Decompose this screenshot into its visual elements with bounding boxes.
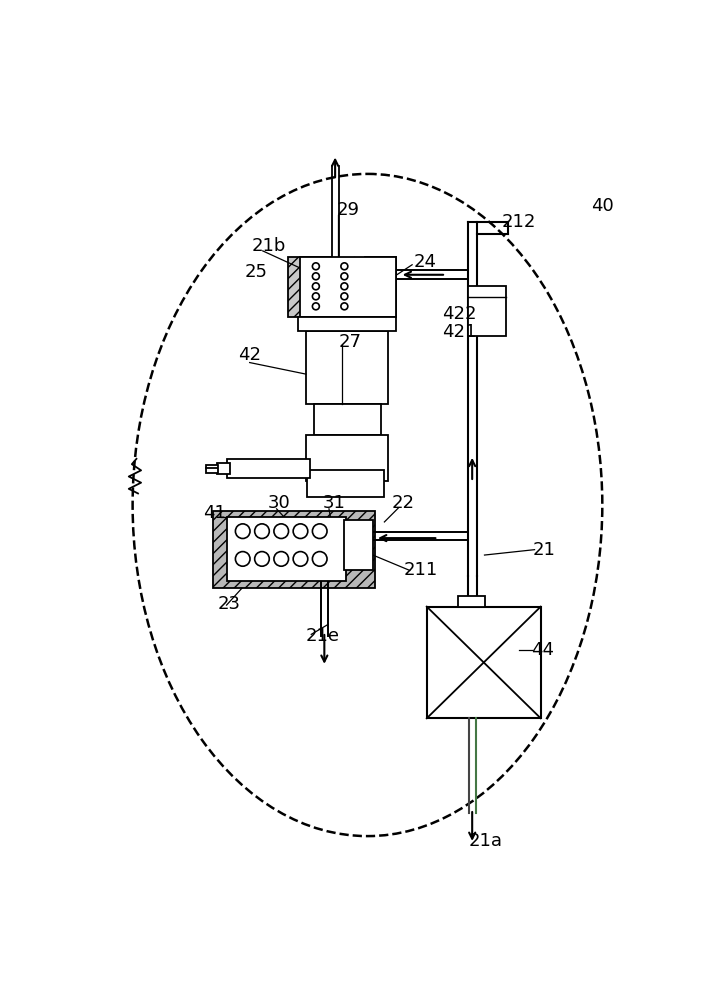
Circle shape <box>274 524 289 538</box>
Bar <box>298 317 396 331</box>
Bar <box>459 596 485 607</box>
Bar <box>314 404 382 435</box>
Circle shape <box>312 283 320 290</box>
Bar <box>213 511 375 588</box>
Text: 31: 31 <box>323 494 346 512</box>
Circle shape <box>312 293 320 300</box>
Bar <box>227 459 310 478</box>
Text: 21b: 21b <box>252 237 287 255</box>
Bar <box>206 465 218 473</box>
Text: 29: 29 <box>337 201 360 219</box>
Circle shape <box>274 552 289 566</box>
Text: 422: 422 <box>442 305 477 323</box>
Circle shape <box>235 552 250 566</box>
Text: 212: 212 <box>501 213 536 231</box>
Text: 27: 27 <box>338 333 361 351</box>
Circle shape <box>312 552 327 566</box>
Circle shape <box>255 524 269 538</box>
Circle shape <box>341 263 348 270</box>
Text: 44: 44 <box>531 641 554 659</box>
Bar <box>227 517 346 581</box>
Circle shape <box>341 293 348 300</box>
Circle shape <box>255 552 269 566</box>
Circle shape <box>312 273 320 280</box>
Text: 21a: 21a <box>469 832 503 850</box>
Bar <box>217 463 230 474</box>
Bar <box>288 257 330 317</box>
Circle shape <box>312 524 327 538</box>
Text: 211: 211 <box>404 561 438 579</box>
Text: 42: 42 <box>238 346 261 364</box>
Circle shape <box>341 283 348 290</box>
Bar <box>467 286 506 336</box>
Circle shape <box>312 263 320 270</box>
Bar <box>307 470 384 497</box>
Text: 22: 22 <box>392 494 415 512</box>
Circle shape <box>293 524 307 538</box>
Circle shape <box>341 303 348 310</box>
Bar <box>365 257 396 317</box>
Text: 421: 421 <box>442 323 477 341</box>
Text: 30: 30 <box>267 494 290 512</box>
Bar <box>306 331 388 404</box>
Text: 21: 21 <box>532 541 555 559</box>
Circle shape <box>293 552 307 566</box>
Text: 24: 24 <box>414 253 436 271</box>
Circle shape <box>341 273 348 280</box>
Bar <box>300 257 396 317</box>
Bar <box>427 607 541 718</box>
Text: 41: 41 <box>204 504 226 522</box>
Text: 25: 25 <box>244 263 267 281</box>
Bar <box>343 520 373 570</box>
Text: 23: 23 <box>217 595 240 613</box>
Text: 40: 40 <box>590 197 613 215</box>
Text: 21e: 21e <box>306 627 340 645</box>
Circle shape <box>235 524 250 538</box>
Bar <box>306 435 388 481</box>
Circle shape <box>312 303 320 310</box>
